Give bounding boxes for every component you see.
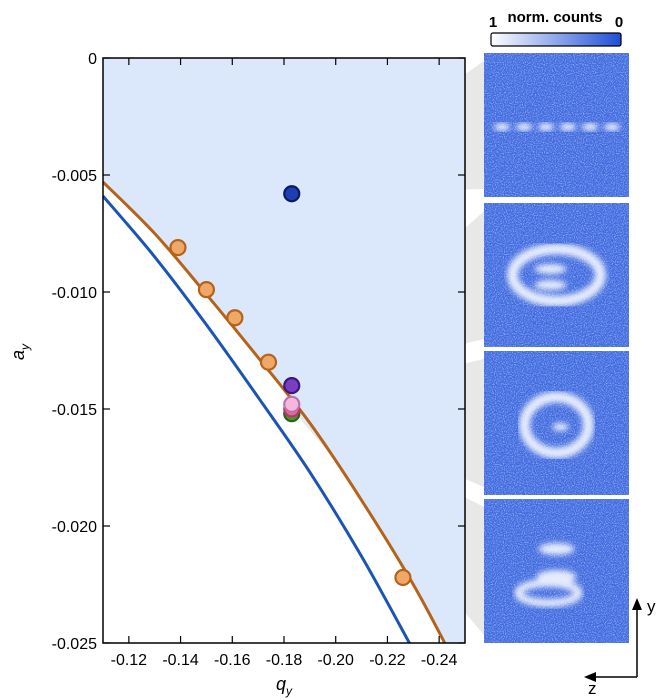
- x-tick-label: -0.12: [111, 652, 148, 669]
- image-panels: [484, 53, 629, 643]
- data-point-highlight: [283, 377, 301, 395]
- blue-curve: [103, 195, 412, 643]
- colorbar-max-label: 0: [615, 14, 623, 31]
- colorbar-gradient: [490, 32, 622, 47]
- data-points: [169, 185, 412, 587]
- x-axis-label: qy: [276, 674, 293, 698]
- orientation-z-label: z: [588, 679, 597, 698]
- y-tick-label: 0: [88, 51, 97, 68]
- data-point-orange: [169, 238, 187, 257]
- data-point-orange: [394, 568, 412, 587]
- shaded-region: [103, 58, 465, 643]
- y-tick-label: -0.025: [52, 636, 97, 653]
- arrow-left-icon: [584, 672, 596, 682]
- x-axis-ticks: -0.12 -0.14 -0.16 -0.18 -0.20 -0.22 -0.24: [111, 58, 458, 669]
- y-tick-label: -0.015: [52, 402, 97, 419]
- image-panel: [484, 499, 629, 643]
- colorbar-label: norm. counts: [507, 9, 602, 26]
- image-panel: [484, 351, 629, 495]
- y-tick-label: -0.010: [52, 285, 97, 302]
- x-tick-label: -0.24: [421, 652, 458, 669]
- y-tick-label: -0.020: [52, 519, 97, 536]
- data-point-highlight: [283, 185, 301, 203]
- image-panel: [484, 53, 629, 197]
- data-point-orange: [197, 281, 216, 299]
- x-tick-label: -0.14: [162, 652, 199, 669]
- colorbar: 1 norm. counts 0: [489, 9, 623, 47]
- plot-area: -0.12 -0.14 -0.16 -0.18 -0.20 -0.22 -0.24 0 -0.…: [52, 51, 466, 669]
- image-panel: [484, 203, 629, 347]
- data-point-orange: [259, 353, 278, 371]
- y-axis-label: ay: [8, 343, 32, 360]
- x-tick-label: -0.18: [266, 652, 303, 669]
- orientation-y-label: y: [647, 597, 656, 616]
- arrow-up-icon: [632, 598, 642, 610]
- y-tick-label: -0.005: [52, 168, 97, 185]
- data-point-highlight: [283, 395, 301, 413]
- y-axis-ticks: 0 -0.005 -0.010 -0.015 -0.020 -0.025: [52, 51, 465, 653]
- data-point-orange: [226, 309, 244, 327]
- colorbar-min-label: 1: [489, 14, 497, 31]
- x-tick-label: -0.22: [369, 652, 406, 669]
- x-tick-label: -0.20: [317, 652, 354, 669]
- orientation-indicator: y z: [584, 597, 656, 698]
- x-tick-label: -0.16: [214, 652, 251, 669]
